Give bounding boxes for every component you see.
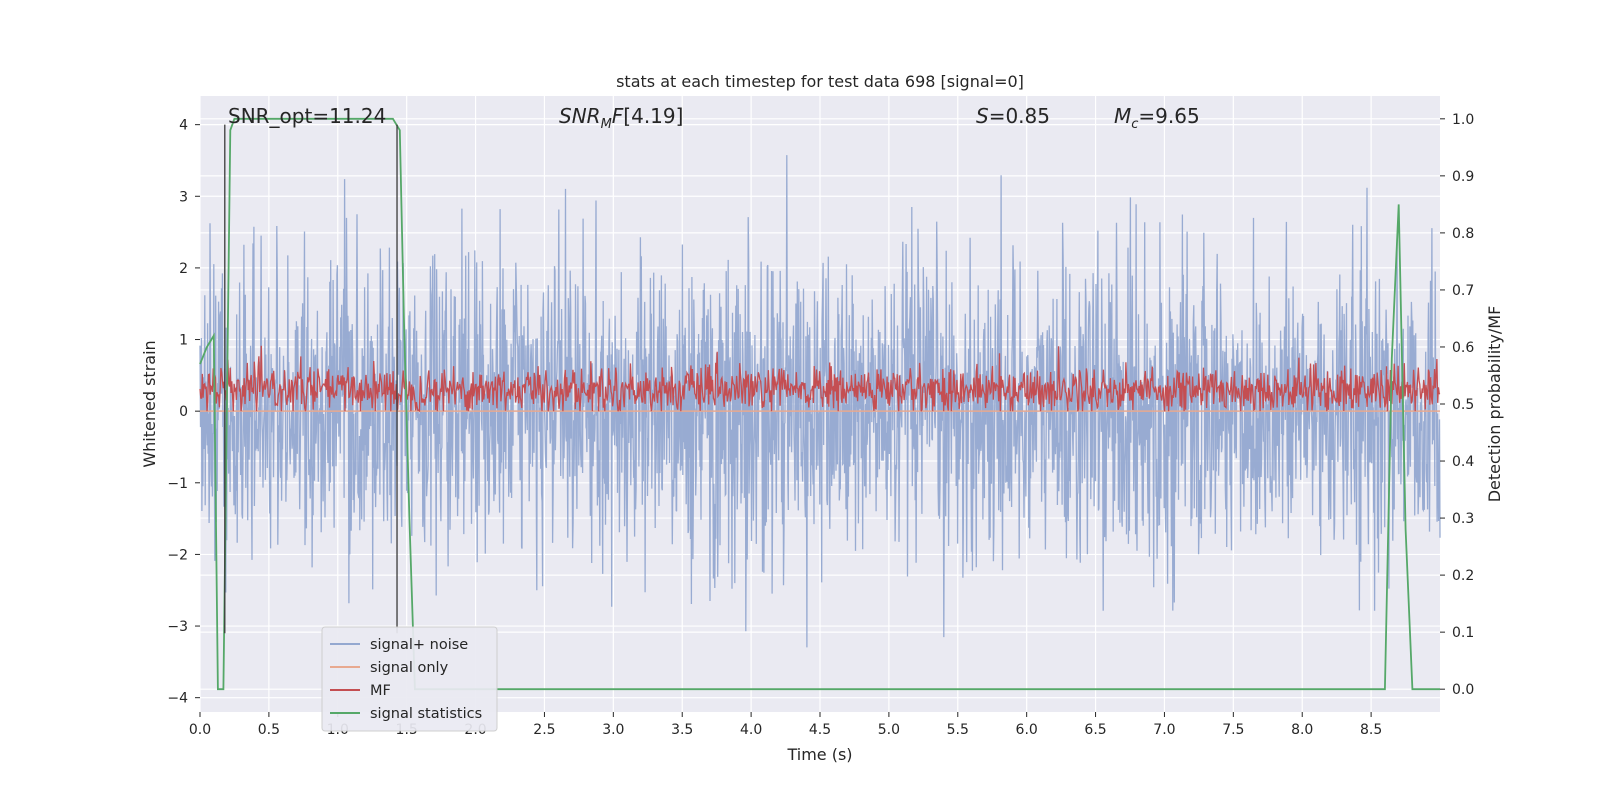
x-tick-label: 7.0 (1153, 722, 1175, 738)
y-right-tick-label: 0.6 (1452, 340, 1474, 356)
y-right-tick-label: 0.0 (1452, 682, 1474, 698)
y-left-tick-label: −3 (167, 619, 188, 635)
y-left-tick-label: 4 (179, 118, 188, 134)
y-right-tick-label: 0.3 (1452, 511, 1474, 527)
annotation-snr-opt: SNR_opt=11.24 (228, 104, 386, 128)
x-tick-label: 0.5 (258, 722, 280, 738)
y-right-tick-label: 1.0 (1452, 112, 1474, 128)
annotation-s-value: =0.85 (989, 104, 1050, 128)
y-right-tick-label: 0.9 (1452, 169, 1474, 185)
x-tick-label: 2.5 (533, 722, 555, 738)
y-axis-left-label: Whitened strain (140, 340, 159, 467)
annotation-snr-mf: SNRMF[4.19] (559, 104, 683, 132)
y-right-tick-label: 0.5 (1452, 397, 1474, 413)
x-tick-label: 5.5 (947, 722, 969, 738)
x-tick-label: 8.0 (1291, 722, 1313, 738)
y-right-tick-label: 0.2 (1452, 568, 1474, 584)
y-left-tick-label: −2 (167, 547, 188, 563)
x-tick-label: 0.0 (189, 722, 211, 738)
y-right-tick-label: 0.4 (1452, 454, 1474, 470)
x-tick-label: 3.0 (602, 722, 624, 738)
y-right-tick-label: 0.8 (1452, 226, 1474, 242)
legend-box (321, 626, 498, 732)
annotation-snr-mf-value: [4.19] (623, 104, 683, 128)
y-left-tick-label: 3 (179, 189, 188, 205)
x-tick-label: 3.5 (671, 722, 693, 738)
y-right-tick-label: 0.7 (1452, 283, 1474, 299)
x-tick-label: 5.0 (878, 722, 900, 738)
y-left-tick-label: −4 (167, 691, 188, 707)
x-tick-label: 7.5 (1222, 722, 1244, 738)
series-layer (199, 117, 1441, 691)
legend-label: signal+ noise (370, 637, 468, 653)
series-signal-noise (199, 155, 1441, 648)
legend-label: signal statistics (370, 706, 482, 722)
x-tick-label: 6.5 (1084, 722, 1106, 738)
series-signal-statistics (199, 117, 1440, 691)
ticks: 0.00.51.01.52.02.53.03.54.04.55.05.56.06… (167, 112, 1474, 738)
x-tick-label: 6.0 (1016, 722, 1038, 738)
legend: signal+ noise signal only MF signal statist… (321, 626, 498, 732)
annotation-s: S=0.85 (976, 104, 1050, 128)
x-tick-label: 4.5 (809, 722, 831, 738)
y-left-tick-label: −1 (167, 476, 188, 492)
annotation-mc-value: =9.65 (1138, 104, 1199, 128)
y-axis-right-label: Detection probability/MF (1485, 306, 1504, 503)
x-axis-label: Time (s) (786, 745, 852, 764)
chart-title: stats at each timestep for test data 698… (616, 72, 1024, 91)
annotation-mc: Mc=9.65 (1114, 104, 1200, 132)
y-left-tick-label: 0 (179, 404, 188, 420)
vlines (224, 124, 398, 634)
y-left-tick-label: 2 (179, 261, 188, 277)
legend-label: signal only (370, 660, 449, 676)
x-tick-label: 8.5 (1360, 722, 1382, 738)
x-tick-label: 4.0 (740, 722, 762, 738)
legend-label: MF (370, 683, 391, 699)
y-right-tick-label: 0.1 (1452, 625, 1474, 641)
y-left-tick-label: 1 (179, 333, 188, 349)
